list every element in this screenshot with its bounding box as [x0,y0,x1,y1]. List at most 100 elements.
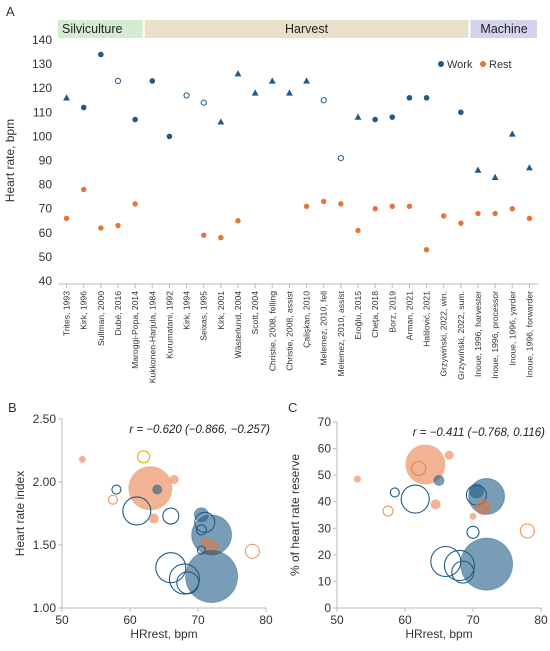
group-label: Machine [480,22,527,36]
y-tick-label: 140 [32,33,52,47]
legend-label: Work [447,59,473,71]
y-tick-label: 70 [318,415,332,429]
work-point [63,94,70,101]
y-axis-label: Heart rate, bpm [3,119,17,202]
x-tick-label: Grzywiński, 2022, sum. [456,291,466,380]
x-tick-label: Maroggi-Popa, 2014 [130,291,140,369]
panel-c-chart: 0 10 20 30 40 50 60 70 50 60 70 80 HRrest, bpm % of h… [288,415,548,641]
x-tick-label: Inoue, 1996, processor [490,291,500,379]
x-tick-label: Kirk, 1996 [79,291,89,330]
rest-point [115,222,121,229]
correlation-annotation: r = −0.411 (−0.768, 0.116) [413,427,545,439]
x-tick-label: Christie, 2008, assist [284,290,294,370]
work-point [303,77,310,84]
bubble-point [185,550,239,603]
bubble-point [460,537,514,591]
x-tick-label: 80 [259,613,273,627]
bubble-point [152,484,163,495]
y-tick-label: 130 [32,57,52,71]
y-tick-label: 1.50 [33,538,57,552]
bubble-point [111,484,122,495]
bubble-point [169,474,179,484]
x-tick-label: Kirk, 1994 [182,291,192,330]
work-point [389,114,396,120]
x-tick-label: Inoue, 1996, harvester [473,291,483,377]
y-tick-label: 80 [39,178,53,192]
rest-point [526,215,533,222]
x-tick-label: Scott, 2004 [250,291,260,335]
x-tick-label: Kirk, 2001 [216,291,226,330]
y-tick-label: 20 [318,548,332,562]
x-axis-label: HRrest, bpm [130,627,197,641]
x-tick-label: Inoue, 1996, forwarder [524,291,534,378]
y-tick-label: 40 [39,274,53,288]
bubble-point [400,484,430,514]
bubble-point [137,450,151,464]
work-point [268,77,276,84]
work-point [80,104,87,111]
rest-point [81,186,87,193]
bubble-point [353,475,361,483]
rest-point [201,232,207,238]
bubble-point [469,512,477,520]
rest-point [509,206,515,212]
y-tick-label: 2.00 [33,475,57,489]
group-band [58,20,143,38]
x-tick-label: 60 [123,613,137,627]
rest-point [355,227,361,234]
bubble-point [162,507,180,525]
work-point [217,118,225,125]
rest-point [63,215,70,222]
bubble-point [122,496,152,526]
rest-point [458,220,464,226]
bubble-point [519,523,535,539]
rest-point [218,234,224,241]
group-label: Harvest [285,22,329,36]
rest-point [338,201,344,207]
legend-label: Rest [489,59,512,71]
rest-point [235,218,241,224]
panel-letter-b: B [8,400,17,415]
work-point [372,116,378,123]
y-tick-label: 2.50 [33,412,57,426]
panel-letter-c: C [288,400,297,415]
work-point [474,166,482,173]
work-point [98,51,104,58]
x-tick-label: 70 [191,613,205,627]
x-tick-label: 50 [330,613,344,627]
work-point [149,78,156,84]
x-tick-label: Trites, 1993 [62,291,72,336]
bubble-point [466,525,480,539]
rest-point [441,213,447,219]
y-tick-label: 50 [39,250,53,264]
rest-point [132,201,138,207]
work-point [114,77,122,85]
y-tick-label: 60 [318,442,332,456]
rest-point [372,206,378,212]
rest-point [98,225,104,231]
bubble-point [405,444,446,485]
bubble-point [430,499,441,510]
panel-a-chart: Silviculture Harvest Machine 40 50 60 70 80 90 10… [3,20,538,383]
work-point [286,89,293,96]
bubble-point [148,513,159,524]
x-tick-label: 80 [534,613,548,627]
y-tick-label: 40 [318,495,332,509]
x-tick-label: Inoue, 1996, yarder [507,291,517,366]
x-tick-label: Çalişkan, 2010 [302,291,312,348]
work-point [491,173,499,180]
y-tick-label: 60 [39,226,53,240]
work-point [354,113,362,120]
x-axis-label: HRrest, bpm [405,627,472,641]
bubble-point [444,450,454,460]
x-tick-label: Kurumatani, 1992 [164,291,174,359]
y-tick-label: 10 [318,574,332,588]
x-tick-label: Cheța, 2018 [370,291,380,338]
work-point [234,70,242,77]
rest-point [321,198,327,205]
rest-point [406,203,413,209]
work-point [508,130,516,137]
y-axis-label: Heart rate index [13,471,27,556]
x-tick-label: Borz, 2019 [387,291,397,333]
bubble-point [382,505,394,517]
